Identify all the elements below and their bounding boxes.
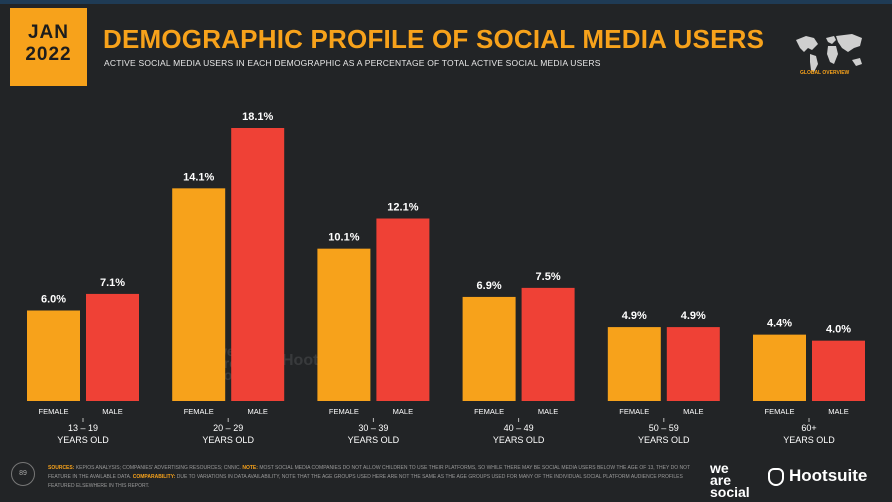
category-label: 40 – 49 <box>504 423 534 433</box>
date-year: 2022 <box>25 44 72 65</box>
comparability-label: COMPARABILITY: <box>132 474 176 480</box>
note-text: MOST SOCIAL MEDIA COMPANIES DO NOT ALLOW… <box>48 465 690 480</box>
bar-male <box>376 218 430 401</box>
brand1-line3: social <box>710 484 750 500</box>
hootsuite-logo: Hootsuite <box>768 466 867 486</box>
series-label: FEMALE <box>619 407 649 416</box>
category-sublabel: YEARS OLD <box>638 435 690 445</box>
data-label: 4.4% <box>767 318 792 330</box>
data-label: 7.1% <box>100 277 125 289</box>
page-subtitle: ACTIVE SOCIAL MEDIA USERS IN EACH DEMOGR… <box>104 58 601 68</box>
category-sublabel: YEARS OLD <box>202 435 254 445</box>
series-label: FEMALE <box>764 407 794 416</box>
data-label: 4.9% <box>622 310 647 322</box>
bar-female <box>753 334 806 401</box>
world-map-icon <box>796 34 862 72</box>
data-label: 14.1% <box>183 171 214 183</box>
we-are-social-logo: we are social <box>710 460 750 500</box>
bar-male <box>521 287 575 401</box>
series-label: MALE <box>828 407 848 416</box>
brand1-line1: we <box>710 460 729 476</box>
bar-male <box>231 128 285 401</box>
bar-male <box>666 327 720 401</box>
series-label: FEMALE <box>184 407 214 416</box>
series-label: MALE <box>538 407 558 416</box>
owl-icon <box>768 467 784 486</box>
data-label: 12.1% <box>387 201 418 213</box>
category-label: 30 – 39 <box>358 423 388 433</box>
top-strip <box>0 0 892 4</box>
bar-female <box>317 248 371 401</box>
series-label: MALE <box>102 407 122 416</box>
bar-female <box>172 188 226 401</box>
bar-female <box>607 327 661 401</box>
sources-note: SOURCES: KEPIOS ANALYSIS; COMPANIES' ADV… <box>48 464 698 491</box>
brand1-line2: are <box>710 472 732 488</box>
series-label: FEMALE <box>38 407 68 416</box>
note-label: NOTE: <box>242 465 258 471</box>
category-label: 20 – 29 <box>213 423 243 433</box>
data-label: 4.0% <box>826 324 851 336</box>
data-label: 6.9% <box>477 280 502 292</box>
page-number: 89 <box>11 462 35 486</box>
data-label: 7.5% <box>536 271 561 283</box>
series-label: MALE <box>393 407 413 416</box>
category-label: 13 – 19 <box>68 423 98 433</box>
date-badge: JAN 2022 <box>10 8 87 86</box>
series-label: MALE <box>683 407 703 416</box>
category-sublabel: YEARS OLD <box>57 435 109 445</box>
series-label: MALE <box>247 407 267 416</box>
category-sublabel: YEARS OLD <box>348 435 400 445</box>
category-sublabel: YEARS OLD <box>493 435 545 445</box>
sources-label: SOURCES: <box>48 465 75 471</box>
bar-female <box>462 296 516 401</box>
category-label: 60+ <box>801 423 816 433</box>
comparability-text: DUE TO VARIATIONS IN DATA AVAILABILITY, … <box>48 474 683 489</box>
data-label: 18.1% <box>242 111 273 123</box>
data-label: 6.0% <box>41 294 66 306</box>
series-label: FEMALE <box>329 407 359 416</box>
bar-male <box>86 293 139 401</box>
map-label: GLOBAL OVERVIEW <box>800 70 850 76</box>
series-label: FEMALE <box>474 407 504 416</box>
sources-text: KEPIOS ANALYSIS; COMPANIES' ADVERTISING … <box>75 465 241 471</box>
date-month: JAN <box>27 22 69 43</box>
data-label: 10.1% <box>328 232 359 244</box>
bar-male <box>812 340 865 401</box>
hootsuite-text: Hootsuite <box>789 466 868 485</box>
data-label: 4.9% <box>681 310 706 322</box>
category-sublabel: YEARS OLD <box>783 435 835 445</box>
bar-female <box>27 310 80 401</box>
category-label: 50 – 59 <box>649 423 679 433</box>
page-title: DEMOGRAPHIC PROFILE OF SOCIAL MEDIA USER… <box>103 24 765 54</box>
